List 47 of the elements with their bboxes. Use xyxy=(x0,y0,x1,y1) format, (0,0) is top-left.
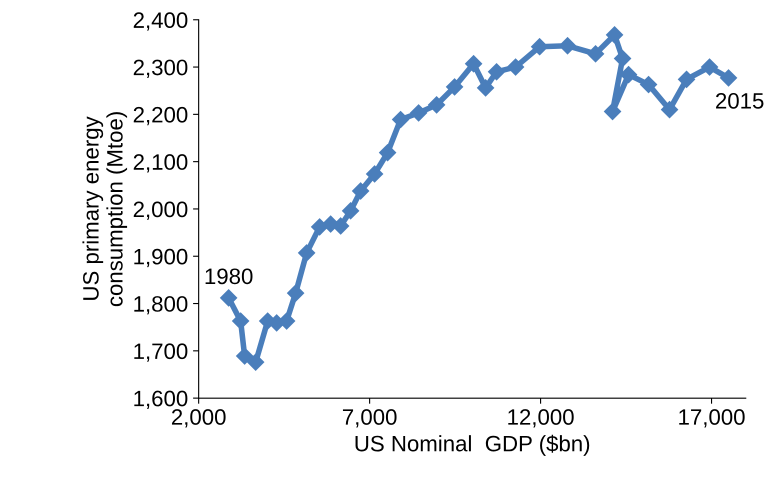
point xyxy=(342,202,360,220)
point xyxy=(620,66,638,84)
point xyxy=(428,96,446,114)
annotation: 2015 xyxy=(716,92,764,109)
x-tick-label: 7,000 xyxy=(342,409,397,428)
point xyxy=(701,58,718,76)
point xyxy=(232,312,250,330)
y-tick-label: 1,700 xyxy=(134,343,188,362)
y-tick-label: 2,400 xyxy=(134,12,188,31)
x-tick-label: 12,000 xyxy=(508,409,574,428)
point xyxy=(531,38,548,56)
x-axis-title: US Nominal GDP ($bn) xyxy=(356,434,590,456)
point xyxy=(392,111,410,128)
point xyxy=(220,289,238,306)
point xyxy=(465,55,482,72)
point xyxy=(661,101,678,118)
point xyxy=(352,182,370,200)
point xyxy=(446,78,464,96)
point xyxy=(477,79,494,96)
y-tick-label: 1,600 xyxy=(134,390,188,410)
point xyxy=(247,354,264,371)
point xyxy=(379,144,396,162)
point xyxy=(236,347,254,365)
point xyxy=(640,76,658,94)
annotation: 1980 xyxy=(206,268,252,284)
y-tick-label: 1,800 xyxy=(134,296,188,314)
point xyxy=(366,165,384,182)
x-tick-label: 2,000 xyxy=(172,409,226,428)
point xyxy=(410,104,428,122)
y-tick-label: 2,100 xyxy=(134,154,188,173)
point xyxy=(606,26,624,44)
y-tick-label: 2,200 xyxy=(134,106,188,126)
point xyxy=(587,45,604,62)
point xyxy=(559,37,576,54)
point xyxy=(678,70,696,88)
point xyxy=(488,63,506,80)
y-axis-title: US primary energy consumption (Mtoe) xyxy=(82,112,128,306)
x-tick-label: 17,000 xyxy=(679,409,745,428)
point xyxy=(507,58,524,76)
point xyxy=(614,50,632,68)
point xyxy=(298,244,316,262)
y-tick-label: 1,900 xyxy=(134,248,188,268)
point xyxy=(287,284,304,302)
point xyxy=(720,69,738,86)
y-tick-label: 2,000 xyxy=(134,201,188,220)
point xyxy=(604,102,622,120)
y-tick-label: 2,300 xyxy=(134,60,188,78)
